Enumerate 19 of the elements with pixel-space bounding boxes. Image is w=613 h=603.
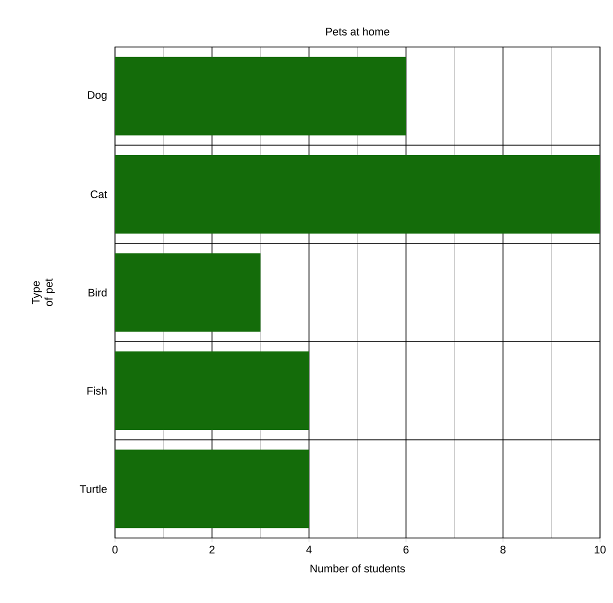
chart-title: Pets at home [326, 27, 390, 36]
bar [115, 351, 310, 430]
bar [115, 155, 600, 234]
x-tick-label: 6 [404, 546, 409, 554]
x-tick-label: 10 [594, 546, 606, 554]
x-tick-label: 2 [210, 546, 215, 554]
bar [115, 253, 261, 332]
y-tick-label: Bird [88, 288, 107, 297]
bar [115, 56, 406, 136]
x-tick-label: 0 [112, 546, 118, 554]
y-axis-title: Type of pet [32, 278, 55, 306]
y-tick-label: Turtle [80, 484, 107, 493]
x-tick-label: 4 [306, 546, 312, 554]
y-tick-label: Cat [90, 190, 108, 198]
y-tick-label: Fish [87, 386, 107, 395]
x-tick-label: 8 [500, 546, 506, 554]
bar [115, 450, 310, 528]
y-tick-label: Dog [88, 91, 107, 101]
x-axis-title: Number of students [310, 564, 405, 572]
